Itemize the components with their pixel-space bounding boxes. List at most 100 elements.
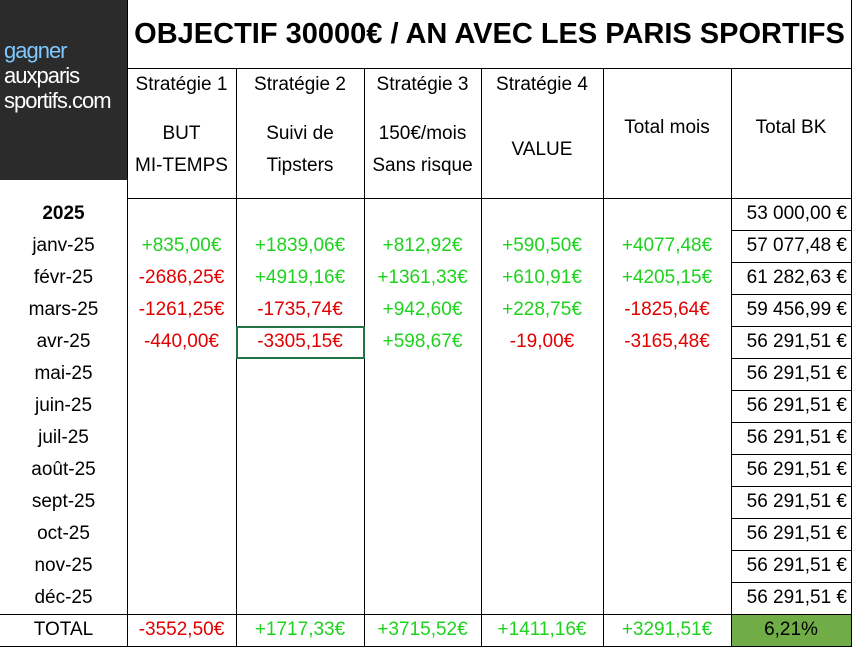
description-line: BUT xyxy=(162,123,201,144)
horizontal-rule xyxy=(0,614,852,615)
description-line: Suivi de xyxy=(266,123,334,144)
horizontal-rule xyxy=(731,230,852,231)
horizontal-rule xyxy=(731,390,852,391)
row-label: août-25 xyxy=(31,459,96,480)
column-header: Stratégie 4 xyxy=(496,74,588,95)
description-line: Tipsters xyxy=(266,155,334,176)
row-label: sept-25 xyxy=(31,491,96,512)
vertical-rule xyxy=(127,0,128,646)
column-description: BUT MI-TEMPS xyxy=(127,102,236,198)
description-line: MI-TEMPS xyxy=(135,155,228,176)
table-cell: 57 077,48 € xyxy=(746,235,847,256)
table-cell: -1825,64€ xyxy=(624,299,710,320)
table-cell: 61 282,63 € xyxy=(746,267,847,288)
row-label: déc-25 xyxy=(34,587,93,608)
table-cell: -3165,48€ xyxy=(624,331,710,352)
table-cell: 56 291,51 € xyxy=(746,459,847,480)
logo-line: sportifs.com xyxy=(4,88,112,113)
table-cell: -3305,15€ xyxy=(257,331,343,352)
table-cell: +610,91€ xyxy=(502,267,582,288)
table-cell: +1361,33€ xyxy=(377,267,468,288)
row-label: mars-25 xyxy=(28,299,99,320)
table-cell: -3552,50€ xyxy=(138,619,225,640)
table-cell: 59 456,99 € xyxy=(746,299,847,320)
horizontal-rule xyxy=(731,486,852,487)
row-label: avr-25 xyxy=(36,331,91,352)
horizontal-rule xyxy=(0,646,852,647)
column-description: Suivi de Tipsters xyxy=(236,102,364,198)
horizontal-rule xyxy=(127,198,852,199)
column-header: Stratégie 3 xyxy=(376,74,469,95)
description-line: 150€/mois xyxy=(378,123,467,144)
selected-cell xyxy=(236,326,365,359)
row-label: juil-25 xyxy=(38,427,89,448)
horizontal-rule xyxy=(127,68,852,69)
table-cell: 56 291,51 € xyxy=(746,363,847,384)
column-description: VALUE xyxy=(481,102,603,198)
horizontal-rule xyxy=(731,422,852,423)
column-header: Stratégie 2 xyxy=(254,74,346,95)
table-cell: 56 291,51 € xyxy=(746,395,847,416)
horizontal-rule xyxy=(731,582,852,583)
row-label: juin-25 xyxy=(34,395,93,416)
horizontal-rule xyxy=(731,550,852,551)
table-cell: +4919,16€ xyxy=(254,267,346,288)
vertical-rule xyxy=(851,0,852,646)
table-cell: +3291,51€ xyxy=(621,619,713,640)
row-label: janv-25 xyxy=(32,235,95,256)
table-cell: +942,60€ xyxy=(382,299,463,320)
table-cell: 56 291,51 € xyxy=(746,555,847,576)
row-label: TOTAL xyxy=(33,619,94,640)
horizontal-rule xyxy=(731,358,852,359)
table-cell: -1261,25€ xyxy=(138,299,225,320)
row-label: oct-25 xyxy=(37,523,90,544)
table-cell: -1735,74€ xyxy=(257,299,343,320)
horizontal-rule xyxy=(731,294,852,295)
horizontal-rule xyxy=(731,326,852,327)
table-cell: -440,00€ xyxy=(143,331,219,352)
table-cell: +3715,52€ xyxy=(377,619,468,640)
table-cell: 56 291,51 € xyxy=(746,491,847,512)
column-header: Stratégie 1 xyxy=(135,74,228,95)
horizontal-rule xyxy=(731,198,852,199)
horizontal-rule xyxy=(731,454,852,455)
column-description: 150€/mois Sans risque xyxy=(364,102,481,198)
vertical-rule xyxy=(481,68,482,646)
table-cell: +598,67€ xyxy=(382,331,463,352)
row-label: févr-25 xyxy=(33,267,94,288)
table-cell: +835,00€ xyxy=(141,235,222,256)
table-cell: 56 291,51 € xyxy=(746,331,847,352)
logo-line: auxparis xyxy=(4,63,80,88)
table-cell: 56 291,51 € xyxy=(746,523,847,544)
description-line: Sans risque xyxy=(372,155,473,176)
table-cell: 53 000,00 € xyxy=(746,203,847,224)
table-cell: +812,92€ xyxy=(382,235,463,256)
table-cell: +1839,06€ xyxy=(254,235,346,256)
logo-line: gagner xyxy=(4,38,68,63)
row-label: 2025 xyxy=(42,203,85,224)
description-line: VALUE xyxy=(511,139,573,160)
table-cell: 56 291,51 € xyxy=(746,427,847,448)
table-cell: +4077,48€ xyxy=(621,235,713,256)
table-cell: -2686,25€ xyxy=(138,267,225,288)
table-cell: +1717,33€ xyxy=(254,619,346,640)
logo: gagner auxparis sportifs.com xyxy=(0,0,127,180)
table-cell: 56 291,51 € xyxy=(746,587,847,608)
table-cell: +4205,15€ xyxy=(621,267,713,288)
table-cell: 6,21% xyxy=(731,614,851,646)
vertical-rule xyxy=(603,68,604,646)
table-cell: +228,75€ xyxy=(502,299,582,320)
table-cell: +1411,16€ xyxy=(497,619,587,640)
horizontal-rule xyxy=(731,614,852,615)
sheet-title: OBJECTIF 30000€ / AN AVEC LES PARIS SPOR… xyxy=(134,17,845,50)
vertical-rule xyxy=(731,68,732,646)
column-header: Total mois xyxy=(624,117,710,138)
table-cell: -19,00€ xyxy=(509,331,575,352)
column-header: Total BK xyxy=(755,117,827,138)
horizontal-rule xyxy=(731,518,852,519)
horizontal-rule xyxy=(731,262,852,263)
row-label: nov-25 xyxy=(34,555,93,576)
row-label: mai-25 xyxy=(34,363,93,384)
table-cell: +590,50€ xyxy=(502,235,582,256)
